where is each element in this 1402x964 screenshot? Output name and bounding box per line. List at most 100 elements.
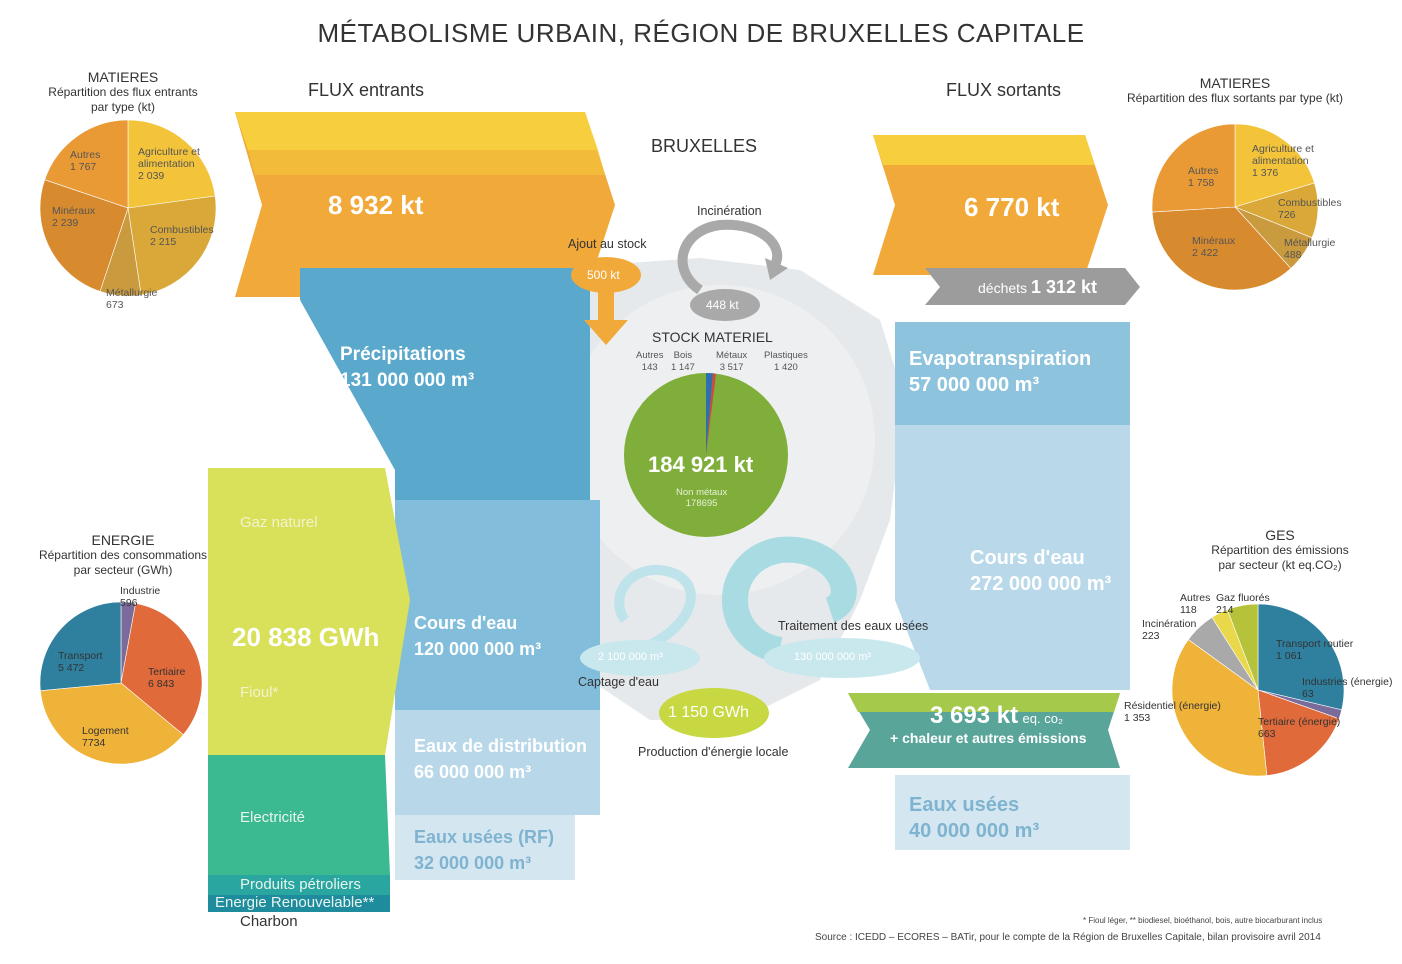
incineration-loop-arrow	[677, 219, 782, 295]
output-water-course: Cours d'eau 272 000 000 m³	[970, 547, 1112, 595]
evapo-block: Evapotranspiration 57 000 000 m³	[909, 348, 1092, 396]
captage-label: Captage d'eau	[578, 675, 659, 689]
page-title: MÉTABOLISME URBAIN, RÉGION DE BRUXELLES …	[317, 18, 1085, 48]
stock-part-metaux: Métaux 3 517	[716, 350, 748, 373]
stock-add-arrow	[584, 290, 628, 345]
incineration-value: 448 kt	[706, 298, 739, 312]
pie-ges-label-transport: Transport routier 1 061	[1276, 638, 1354, 662]
treatment-label: Traitement des eaux usées	[778, 619, 929, 633]
pie-out-chart	[1151, 123, 1319, 291]
pie-in-label-combustibles: Combustibles 2 215	[150, 224, 214, 248]
output-materials-total: 6 770 kt	[964, 192, 1060, 222]
pie-energy-label-transport: Transport 5 472	[58, 650, 103, 674]
pie-in-label-mineraux: Minéraux 2 239	[52, 205, 96, 229]
pie-in-label-autres: Autres 1 767	[70, 149, 101, 173]
stock-part-autres: Autres 143	[636, 350, 664, 373]
stock-add-label: Ajout au stock	[568, 237, 647, 251]
source: Source : ICEDD – ECORES – BATir, pour le…	[815, 932, 1321, 943]
pie-in-label-agri: Agriculture et alimentation 2 039	[138, 146, 200, 182]
pie-out-label-agri: Agriculture et alimentation 1 376	[1252, 143, 1314, 179]
pie-ges-label-autres: Autres 118	[1180, 592, 1211, 616]
precipitation-flow	[300, 268, 590, 500]
pie-slice-3	[39, 179, 129, 292]
pie-out-label-metallurgie: Métallurgie 488	[1284, 237, 1336, 261]
wastewater-out-flow	[895, 775, 1130, 850]
local-energy-label: Production d'énergie locale	[638, 745, 789, 759]
pie-ges-title: GES Répartition des émissions par secteu…	[1211, 527, 1349, 573]
waste-block: déchets 1 312 kt	[978, 277, 1097, 297]
stock-title: STOCK MATERIEL	[652, 329, 773, 345]
pie-slice-0	[1234, 123, 1315, 208]
pie-energy-label-tertiaire: Tertiaire 6 843	[148, 666, 186, 690]
input-distribution: Eaux de distribution 66 000 000 m³	[414, 736, 588, 782]
incineration-label: Incinération	[697, 204, 762, 218]
local-energy-value: 1 150 GWh	[668, 704, 749, 721]
pie-energy-label-industrie: Industrie 596	[120, 585, 161, 609]
pie-ges-label-tertiaire: Tertiaire (énergie) 663	[1258, 716, 1341, 740]
pie-ges-label-residentiel: Résidentiel (énergie) 1 353	[1124, 700, 1221, 724]
stock-part-plastiques: Plastiques 1 420	[764, 350, 808, 373]
pie-slice-3	[1171, 639, 1268, 777]
input-wastewater: Eaux usées (RF) 32 000 000 m³	[414, 827, 555, 873]
precipitations-block: Précipitations 131 000 000 m³	[340, 344, 475, 391]
pie-out-label-mineraux: Minéraux 2 422	[1192, 235, 1236, 259]
pie-slice-2	[40, 682, 184, 765]
input-energy-total: 20 838 GWh	[232, 622, 380, 652]
evapo-flow	[895, 322, 1130, 425]
input-water-flow	[395, 500, 600, 710]
energy-electricite: Electricité	[240, 809, 306, 826]
pie-slice-1	[120, 602, 203, 736]
pie-slice-2	[1257, 689, 1340, 776]
pie-slice-0	[127, 119, 216, 209]
waste-arrow	[925, 268, 1140, 305]
pie-out-title: MATIERES Répartition des flux sortants p…	[1126, 75, 1344, 106]
pie-energy-title: ENERGIE Répartition des consommations pa…	[38, 532, 208, 578]
pie-out-label-combustibles: Combustibles 726	[1278, 197, 1342, 221]
pie-slice-1	[127, 195, 217, 296]
stock-total: 184 921 kt	[648, 452, 754, 477]
captage-value: 2 100 000 m³	[598, 651, 663, 663]
incineration-ellipse	[690, 289, 760, 321]
pie-ges-label-industries: Industries (énergie) 63	[1302, 676, 1393, 700]
energy-fioul: Fioul*	[240, 684, 279, 701]
pie-slice-0	[1257, 603, 1345, 711]
pie-slice-4	[1151, 123, 1236, 213]
city-label: BRUXELLES	[651, 136, 758, 156]
output-water-flow	[895, 425, 1130, 690]
pie-slice-6	[1227, 603, 1259, 691]
pie-in-title: MATIERES Répartition des flux entrants p…	[48, 69, 198, 115]
captage-ellipse	[580, 640, 700, 676]
pie-in-chart	[39, 119, 217, 297]
stock-add-ellipse	[571, 257, 641, 293]
co2-block: 3 693 kt eq. co₂ + chaleur et autres émi…	[890, 702, 1087, 746]
footnote: * Fioul léger, ** biodiesel, bioéthanol,…	[1083, 916, 1323, 925]
output-header: FLUX sortants	[946, 80, 1062, 100]
pie-in-label-metallurgie: Métallurgie 673	[106, 287, 158, 311]
pie-energy-chart	[39, 601, 203, 765]
energy-charbon: Charbon	[240, 913, 298, 930]
pie-energy-label-logement: Logement 7734	[82, 725, 129, 749]
output-materials-arrow	[873, 135, 1108, 275]
captage-loop	[614, 564, 696, 650]
pie-slice-4	[44, 119, 129, 209]
input-header: FLUX entrants	[308, 80, 425, 100]
energy-renouvelable: Energie Renouvelable**	[215, 894, 375, 911]
treatment-loop	[722, 536, 857, 663]
stock-main: Non métaux 178695	[676, 487, 728, 509]
energy-petroliers: Produits pétroliers	[240, 876, 361, 893]
pie-ges-chart	[1171, 603, 1345, 777]
treatment-value: 130 000 000 m³	[794, 651, 872, 663]
input-materials-total: 8 932 kt	[328, 190, 424, 220]
energy-flow	[208, 468, 410, 755]
wastewater-in-flow	[395, 815, 575, 880]
pie-ges-label-incineration: Incinération 223	[1142, 618, 1197, 642]
stock-add-value: 500 kt	[587, 268, 620, 282]
pie-slice-3	[39, 601, 122, 691]
output-wastewater: Eaux usées 40 000 000 m³	[909, 794, 1040, 842]
pie-slice-3	[1151, 206, 1292, 291]
treatment-ellipse	[764, 638, 920, 678]
distribution-flow	[395, 710, 600, 815]
pie-ges-label-fluores: Gaz fluorés 214	[1216, 592, 1270, 616]
stock-part-bois: Bois 1 147	[671, 350, 695, 373]
